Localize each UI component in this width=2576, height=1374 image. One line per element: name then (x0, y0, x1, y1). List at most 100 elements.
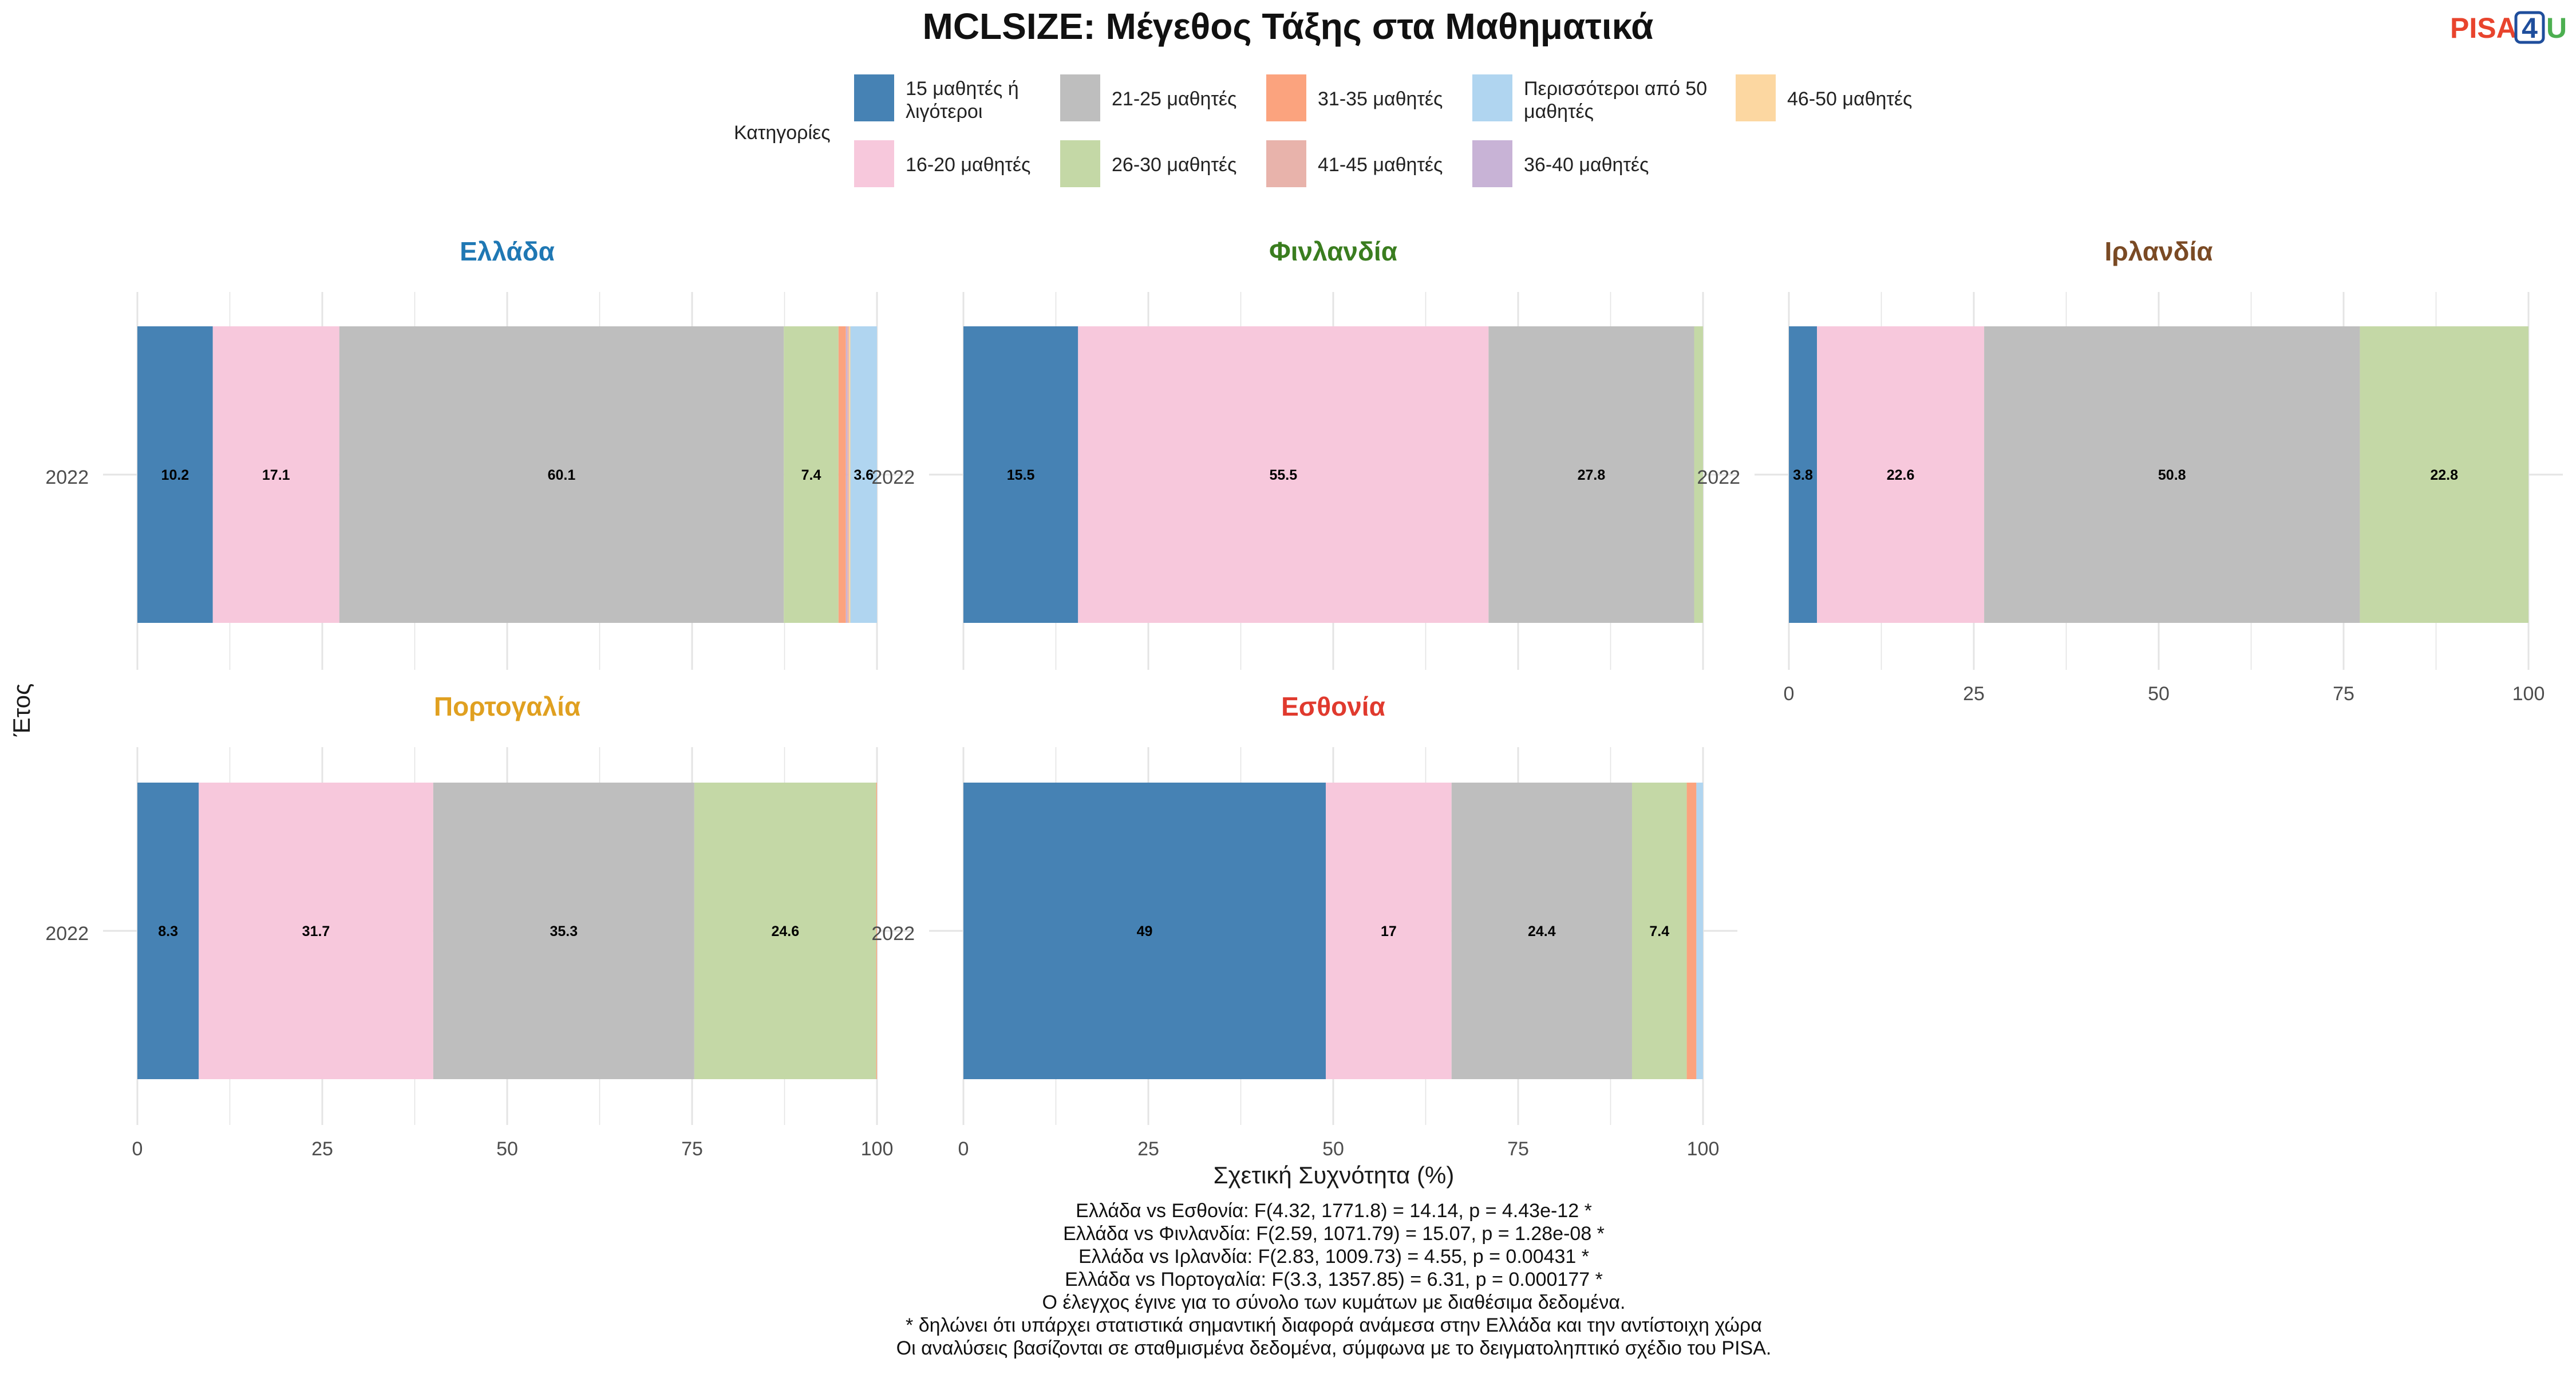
legend-swatch (854, 74, 894, 121)
bar-segment-36-40-μαθητές (846, 326, 848, 623)
footnote-line: Ελλάδα vs Πορτογαλία: F(3.3, 1357.85) = … (1065, 1269, 1603, 1290)
bar-segment-21-25-μαθητές (1488, 326, 1694, 623)
x-tick-label: 75 (2333, 683, 2354, 705)
bar-segment-41-45-μαθητές (847, 326, 849, 623)
legend-swatch (1472, 74, 1512, 121)
panel-title: Φινλανδία (1269, 236, 1397, 266)
x-tick-label: 50 (496, 1138, 518, 1160)
bar-segment-21-25-μαθητές (339, 326, 784, 623)
bar-data-label: 8.3 (158, 923, 178, 939)
bar-data-label: 17 (1381, 923, 1397, 939)
bar-segment-15-μαθητές-ή-λιγότεροι (963, 783, 1326, 1079)
panel-title: Ιρλανδία (2104, 236, 2212, 266)
legend-swatch (1060, 74, 1100, 121)
bar-data-label: 15.5 (1007, 467, 1035, 483)
bar-segment-26-30-μαθητές (1631, 783, 1687, 1079)
panel-φινλανδία: Φινλανδία 2022 15.5 55.5 27.8 (871, 236, 1737, 670)
legend-item-46-50-μαθητές: 46-50 μαθητές (1736, 74, 1912, 121)
bar-data-label: 31.7 (302, 923, 330, 939)
bar-segment-16-20-μαθητές (199, 783, 433, 1079)
bar-data-label: 10.2 (161, 467, 189, 483)
legend-label: 15 μαθητές ή (906, 78, 1019, 100)
x-tick-label: 25 (311, 1138, 333, 1160)
svg-text:PISA: PISA (2450, 12, 2517, 44)
logo-text-b: 4 (2522, 12, 2538, 44)
logo-text-a: PISA (2450, 12, 2517, 44)
panel-title: Ελλάδα (460, 236, 555, 266)
x-tick-label: 0 (1784, 683, 1795, 705)
bar-segment-46-50-μαθητές (848, 326, 851, 623)
x-tick-label: 75 (1507, 1138, 1529, 1160)
bar-data-label: 7.4 (801, 467, 821, 483)
y-tick-label: 2022 (45, 467, 89, 488)
legend-item-16-20-μαθητές: 16-20 μαθητές (854, 140, 1030, 187)
bar-segment-16-20-μαθητές (1817, 326, 1985, 623)
legend-swatch (1736, 74, 1776, 121)
legend-swatch (1060, 140, 1100, 187)
bar-segment-16-20-μαθητές (1078, 326, 1489, 623)
legend-swatch (1472, 140, 1512, 187)
panel-εσθονία: Εσθονία 2022 49 17 24.4 7.4 0 25 50 75 100 (871, 692, 1737, 1160)
bar-data-label: 3.6 (854, 467, 874, 483)
legend-item-21-25-μαθητές: 21-25 μαθητές (1060, 74, 1236, 121)
bar-segment-15-μαθητές-ή-λιγότεροι (137, 326, 213, 623)
x-tick-label: 0 (132, 1138, 143, 1160)
y-tick-label: 2022 (871, 923, 915, 945)
bar-segment-31-35-μαθητές (838, 326, 846, 623)
bar-segment-26-30-μαθητές (784, 326, 839, 623)
bar-segment-περισσότεροι-από-50-μαθητές (850, 326, 877, 623)
legend-item-26-30-μαθητές: 26-30 μαθητές (1060, 140, 1236, 187)
y-tick-label: 2022 (1697, 467, 1740, 488)
footnote-line: * δηλώνει ότι υπάρχει στατιστικά σημαντι… (906, 1314, 1762, 1336)
x-axis-title: Σχετική Συχνότητα (%) (1214, 1162, 1455, 1189)
bar-segment-26-30-μαθητές (694, 783, 876, 1079)
footnote-line: Ελλάδα vs Εσθονία: F(4.32, 1771.8) = 14.… (1076, 1200, 1592, 1222)
logo-text-c: U (2546, 12, 2567, 44)
bar-segment-περισσότεροι-από-50-μαθητές (1696, 783, 1703, 1079)
bar-data-label: 49 (1137, 923, 1153, 939)
bar-segment-15-μαθητές-ή-λιγότεροι (963, 326, 1078, 623)
facet-panels: Ελλάδα 2022 10.2 17.1 60.1 7.4 3.6 Φινλανδία 202… (45, 236, 2563, 1160)
y-tick-label: 2022 (45, 923, 89, 945)
bar-data-label: 27.8 (1578, 467, 1606, 483)
panel-title: Πορτογαλία (434, 692, 580, 721)
x-tick-label: 100 (2512, 683, 2545, 705)
legend-title: Κατηγορίες (734, 122, 831, 144)
legend-item-31-35-μαθητές: 31-35 μαθητές (1266, 74, 1443, 121)
legend-label: 16-20 μαθητές (906, 154, 1030, 176)
legend-label: Περισσότεροι από 50 (1524, 78, 1707, 100)
panel-ιρλανδία: Ιρλανδία 2022 3.8 22.6 50.8 22.8 0 25 50 75 100 (1697, 236, 2563, 705)
logo-box (2514, 11, 2545, 44)
bar-segment-16-20-μαθητές (1326, 783, 1452, 1079)
footnote-line: Ο έλεγχος έγινε για το σύνολο των κυμάτω… (1042, 1292, 1626, 1313)
legend-label: 36-40 μαθητές (1524, 154, 1649, 176)
legend-label: 21-25 μαθητές (1112, 88, 1236, 110)
legend-swatch (854, 140, 894, 187)
y-axis-title: Έτος (8, 684, 35, 737)
legend-label: λιγότεροι (906, 101, 982, 123)
x-tick-label: 25 (1963, 683, 1985, 705)
x-tick-label: 25 (1137, 1138, 1159, 1160)
legend-label: 26-30 μαθητές (1112, 154, 1236, 176)
bar-data-label: 24.4 (1528, 923, 1556, 939)
bar-segment-21-25-μαθητές (1451, 783, 1632, 1079)
legend-label: 41-45 μαθητές (1318, 154, 1443, 176)
x-tick-label: 100 (1687, 1138, 1720, 1160)
x-tick-label: 50 (1322, 1138, 1344, 1160)
footnote-line: Ελλάδα vs Φινλανδία: F(2.59, 1071.79) = … (1063, 1223, 1605, 1245)
bar-segment-16-20-μαθητές (212, 326, 339, 623)
panel-title: Εσθονία (1281, 692, 1385, 721)
bar-data-label: 24.6 (771, 923, 799, 939)
legend-label: μαθητές (1524, 101, 1594, 123)
x-tick-label: 100 (861, 1138, 894, 1160)
bar-segment-26-30-μαθητές (2360, 326, 2528, 623)
x-tick-label: 0 (958, 1138, 969, 1160)
chart-title: MCLSIZE: Μέγεθος Τάξης στα Μαθηματικά (923, 6, 1654, 47)
y-tick-label: 2022 (871, 467, 915, 488)
bar-data-label: 22.6 (1887, 467, 1915, 483)
footnotes: Ελλάδα vs Εσθονία: F(4.32, 1771.8) = 14.… (896, 1200, 1772, 1359)
